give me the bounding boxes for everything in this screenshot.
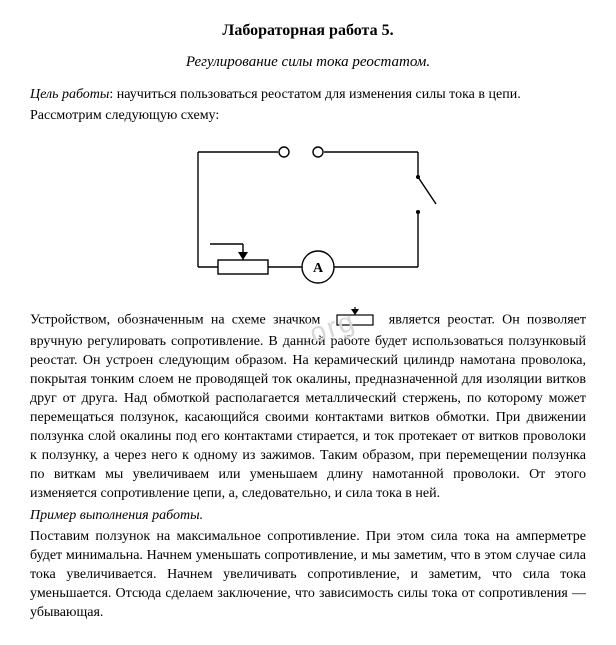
page-subtitle: Регулирование силы тока реостатом. [30,52,586,72]
para1-part-b: является реостат. Он позволяет вручную р… [30,312,586,500]
circuit-diagram: A [30,132,586,299]
para1-part-a: Устройством, обозначенным на схеме значк… [30,312,320,327]
example-label: Пример выполнения работы. [30,507,586,526]
goal-line: Цель работы: научиться пользоваться реос… [30,86,586,105]
goal-text: : научиться пользоваться реостатом для и… [109,87,520,102]
rheostat-icon [331,307,379,334]
main-paragraph: Устройством, обозначенным на схеме значк… [30,307,586,504]
goal-label: Цель работы [30,87,109,102]
page-title: Лабораторная работа 5. [30,20,586,42]
ammeter-label-svg: A [313,261,324,276]
scheme-intro: Рассмотрим следующую схему: [30,107,586,126]
example-paragraph: Поставим ползунок на максимальное сопрот… [30,528,586,622]
